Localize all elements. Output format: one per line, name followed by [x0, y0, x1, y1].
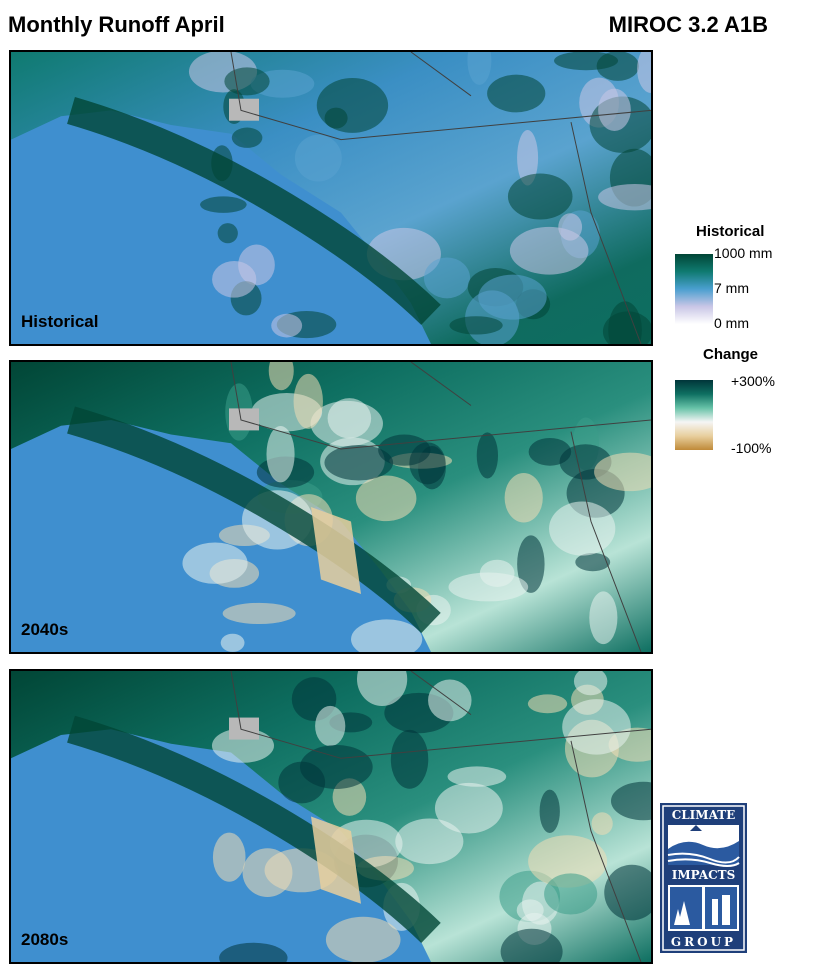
map-historical-svg — [11, 52, 651, 344]
map-panel-2080s: 2080s — [9, 669, 653, 964]
legend-change-title: Change — [703, 346, 759, 363]
border-line — [570, 740, 642, 962]
legend-change-tick-max: +300% — [731, 373, 775, 389]
border-line — [230, 671, 651, 759]
no-data-cell — [229, 717, 259, 740]
border-line — [570, 121, 642, 344]
legend-change-tick-min: -100% — [731, 440, 772, 456]
model-title: MIROC 3.2 A1B — [608, 12, 768, 37]
legend-historical-tick-max: 1000 mm — [714, 245, 773, 261]
no-data-cell — [229, 98, 259, 121]
legend-change-colorbar — [675, 380, 713, 450]
logo-top-text: CLIMATE — [672, 808, 736, 822]
main-title: Monthly Runoff April — [8, 12, 225, 37]
logo-mid-text: IMPACTS — [672, 868, 736, 882]
border-line — [230, 52, 651, 141]
map-panel-historical: Historical — [9, 50, 653, 346]
legend-historical-title: Historical — [696, 223, 765, 240]
map-2040s-svg — [11, 362, 651, 652]
panel-label-historical: Historical — [21, 312, 99, 331]
logo-bottom-text: GROUP — [671, 935, 736, 949]
climate-impacts-group-logo: CLIMATE IMPACTS GROUP — [660, 803, 747, 953]
border-line — [410, 671, 472, 716]
border-line — [410, 362, 472, 406]
border-line — [410, 52, 472, 97]
map-2080s-svg — [11, 671, 651, 962]
legend-historical-colorbar — [675, 254, 713, 324]
border-line — [570, 431, 642, 652]
legend-historical-tick-min: 0 mm — [714, 315, 749, 331]
no-data-cell — [229, 408, 259, 431]
legend-historical-tick-mid: 7 mm — [714, 280, 749, 296]
map-panel-2040s: 2040s — [9, 360, 653, 654]
panel-label-2040s: 2040s — [21, 620, 69, 639]
border-line — [230, 362, 651, 450]
panel-label-2080s: 2080s — [21, 930, 69, 949]
